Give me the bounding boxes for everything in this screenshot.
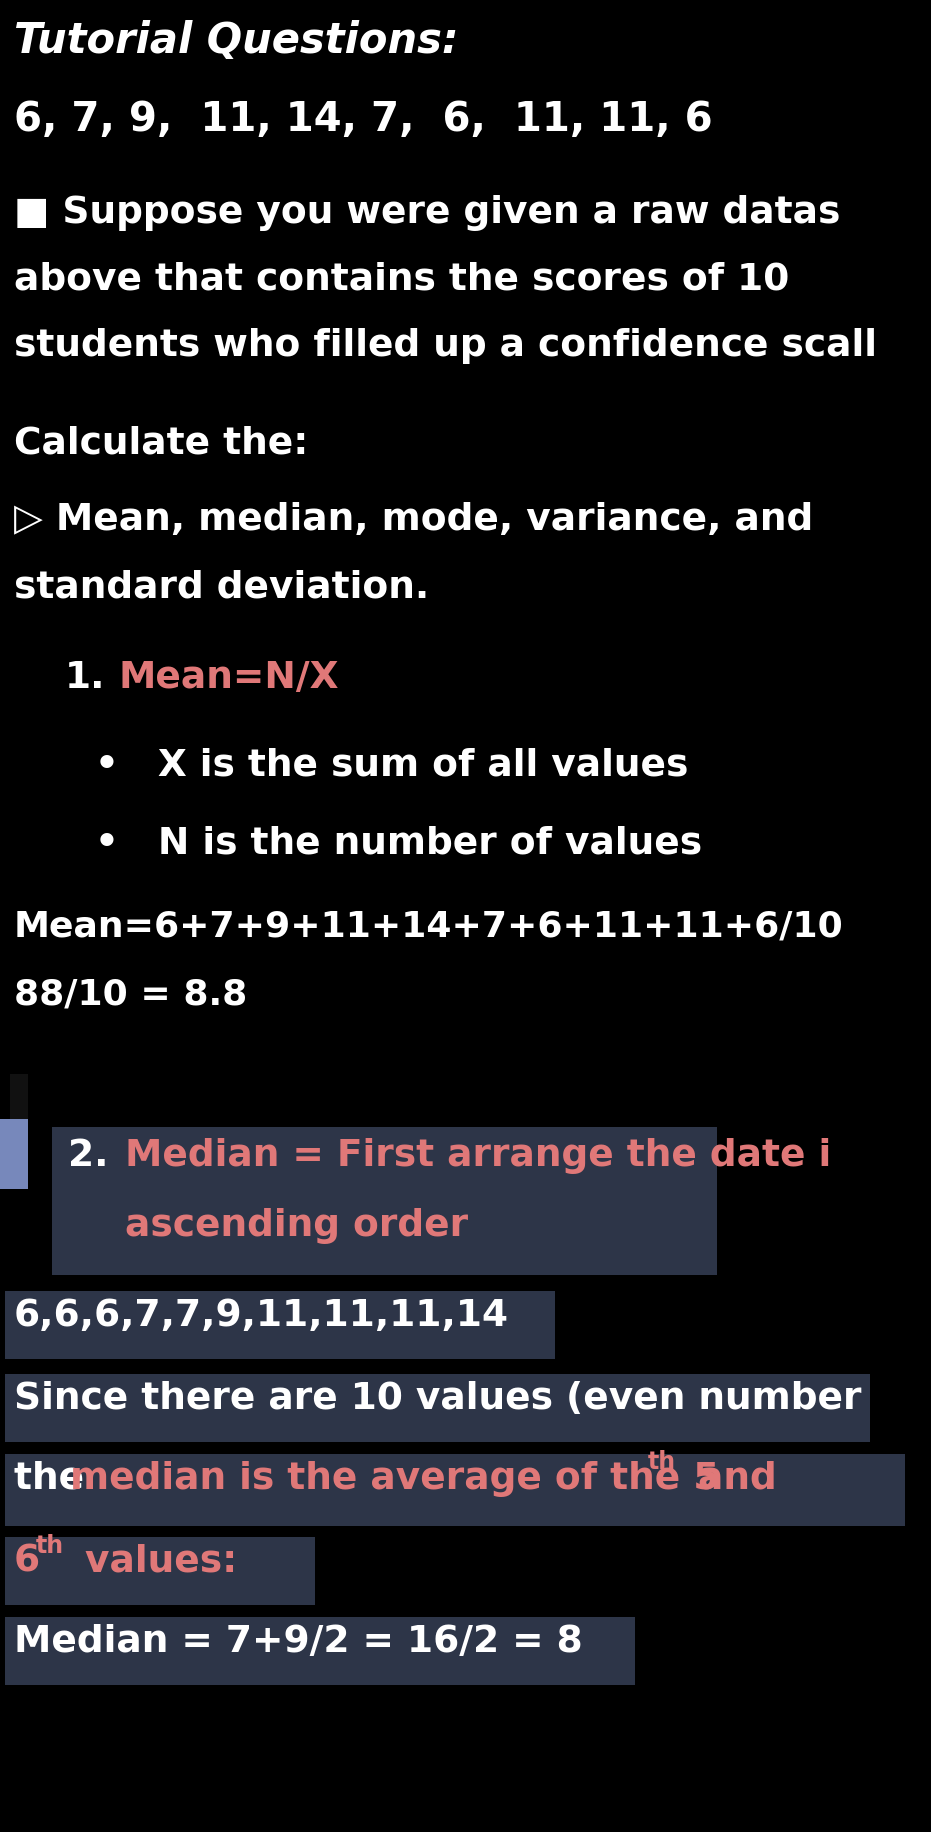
Bar: [5, 1292, 555, 1359]
Text: 6, 7, 9,  11, 14, 7,  6,  11, 11, 6: 6, 7, 9, 11, 14, 7, 6, 11, 11, 6: [14, 101, 712, 139]
Text: ascending order: ascending order: [125, 1207, 468, 1244]
Text: •   N is the number of values: • N is the number of values: [95, 824, 702, 861]
Text: •   X is the sum of all values: • X is the sum of all values: [95, 747, 688, 784]
Text: standard deviation.: standard deviation.: [14, 570, 429, 606]
Text: 6: 6: [14, 1543, 40, 1579]
Text: Median = 7+9/2 = 16/2 = 8: Median = 7+9/2 = 16/2 = 8: [14, 1623, 583, 1660]
Bar: [5, 1537, 315, 1605]
Bar: [52, 1127, 717, 1275]
Text: ■ Suppose you were given a raw datas: ■ Suppose you were given a raw datas: [14, 194, 841, 231]
Text: ▷ Mean, median, mode, variance, and: ▷ Mean, median, mode, variance, and: [14, 502, 814, 539]
Text: students who filled up a confidence scall: students who filled up a confidence scal…: [14, 328, 877, 365]
Text: Mean=N/X: Mean=N/X: [118, 660, 339, 696]
Text: values:: values:: [72, 1543, 237, 1579]
Text: 1.: 1.: [65, 660, 105, 696]
Bar: [0, 1119, 28, 1189]
Text: Median = First arrange the date i: Median = First arrange the date i: [125, 1138, 831, 1172]
Text: Calculate the:: Calculate the:: [14, 425, 308, 462]
Text: 6,6,6,7,7,9,11,11,11,14: 6,6,6,7,7,9,11,11,11,14: [14, 1297, 509, 1334]
Text: median is the average of the 5: median is the average of the 5: [70, 1460, 720, 1497]
Bar: [5, 1618, 635, 1685]
Text: 2.: 2.: [68, 1138, 109, 1172]
Bar: [5, 1455, 905, 1526]
Text: above that contains the scores of 10: above that contains the scores of 10: [14, 262, 789, 299]
Text: 88/10 = 8.8: 88/10 = 8.8: [14, 976, 248, 1011]
Text: and: and: [685, 1460, 776, 1497]
Bar: [5, 1374, 870, 1442]
Text: the: the: [14, 1460, 97, 1497]
Text: Tutorial Questions:: Tutorial Questions:: [14, 20, 458, 62]
Text: Since there are 10 values (even number: Since there are 10 values (even number: [14, 1379, 861, 1416]
Bar: [10, 1074, 28, 1145]
Text: th: th: [648, 1449, 676, 1473]
Text: Mean=6+7+9+11+14+7+6+11+11+6/10: Mean=6+7+9+11+14+7+6+11+11+6/10: [14, 909, 843, 943]
Text: th: th: [36, 1533, 64, 1557]
